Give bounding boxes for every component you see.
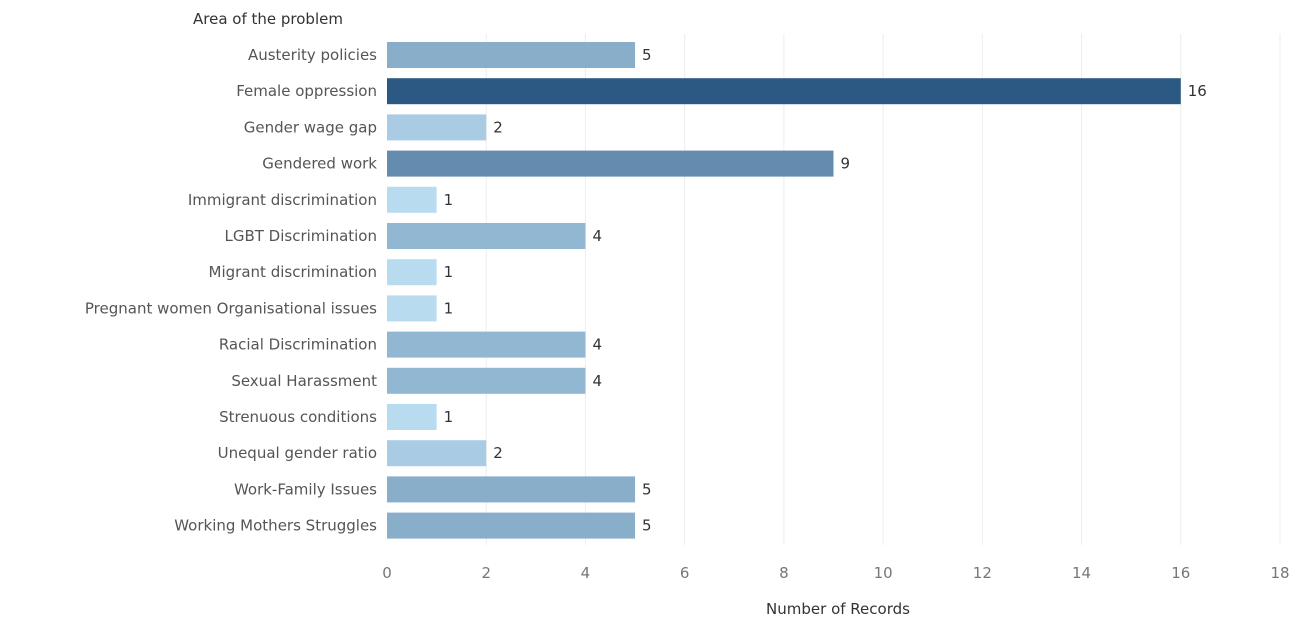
grid-layer bbox=[485, 34, 1281, 545]
value-label: 5 bbox=[642, 46, 652, 64]
bar[interactable] bbox=[387, 367, 586, 394]
bar[interactable] bbox=[387, 476, 636, 503]
bar[interactable] bbox=[387, 295, 437, 322]
category-label: Unequal gender ratio bbox=[218, 444, 377, 462]
category-label: Working Mothers Struggles bbox=[174, 517, 377, 535]
x-tick-label: 10 bbox=[874, 564, 893, 582]
x-tick-label: 16 bbox=[1171, 564, 1190, 582]
category-label: Strenuous conditions bbox=[219, 408, 377, 426]
category-label: Pregnant women Organisational issues bbox=[85, 299, 377, 317]
category-label: Female oppression bbox=[236, 82, 377, 100]
value-label: 1 bbox=[444, 263, 454, 281]
value-label: 2 bbox=[493, 118, 503, 136]
x-axis-title: Number of Records bbox=[766, 600, 910, 618]
category-label: LGBT Discrimination bbox=[224, 227, 377, 245]
bar[interactable] bbox=[387, 78, 1181, 105]
category-label: Sexual Harassment bbox=[231, 372, 377, 390]
value-label: 4 bbox=[592, 227, 602, 245]
category-label: Migrant discrimination bbox=[209, 263, 377, 281]
value-label: 5 bbox=[642, 480, 652, 498]
value-label: 1 bbox=[444, 191, 454, 209]
bar[interactable] bbox=[387, 512, 636, 539]
value-label: 16 bbox=[1188, 82, 1207, 100]
bar-layer bbox=[387, 42, 1181, 539]
x-tick-label: 0 bbox=[382, 564, 392, 582]
bar[interactable] bbox=[387, 223, 586, 249]
category-label: Austerity policies bbox=[248, 46, 377, 64]
value-label: 1 bbox=[444, 299, 454, 317]
category-label: Gendered work bbox=[262, 155, 377, 173]
bar[interactable] bbox=[387, 114, 487, 141]
category-label: Gender wage gap bbox=[244, 118, 377, 136]
value-label: 2 bbox=[493, 444, 503, 462]
bar[interactable] bbox=[387, 331, 586, 358]
value-label: 5 bbox=[642, 517, 652, 535]
x-tick-label: 8 bbox=[779, 564, 789, 582]
bar[interactable] bbox=[387, 42, 636, 68]
bar[interactable] bbox=[387, 186, 437, 213]
x-tick-label: 18 bbox=[1270, 564, 1289, 582]
category-label: Racial Discrimination bbox=[219, 336, 377, 354]
x-tick-label: 6 bbox=[680, 564, 690, 582]
value-label: 4 bbox=[592, 372, 602, 390]
bar[interactable] bbox=[387, 150, 834, 177]
value-label: 4 bbox=[592, 336, 602, 354]
value-label: 9 bbox=[841, 155, 851, 173]
x-tick-label: 4 bbox=[581, 564, 591, 582]
category-label: Immigrant discrimination bbox=[188, 191, 377, 209]
category-label: Work-Family Issues bbox=[234, 480, 377, 498]
bar[interactable] bbox=[387, 259, 437, 286]
value-label: 1 bbox=[444, 408, 454, 426]
x-tick-label: 14 bbox=[1072, 564, 1091, 582]
row-header: Area of the problem bbox=[193, 10, 343, 28]
x-tick-label: 12 bbox=[973, 564, 992, 582]
bar[interactable] bbox=[387, 440, 487, 467]
bar[interactable] bbox=[387, 404, 437, 430]
x-tick-label: 2 bbox=[481, 564, 491, 582]
